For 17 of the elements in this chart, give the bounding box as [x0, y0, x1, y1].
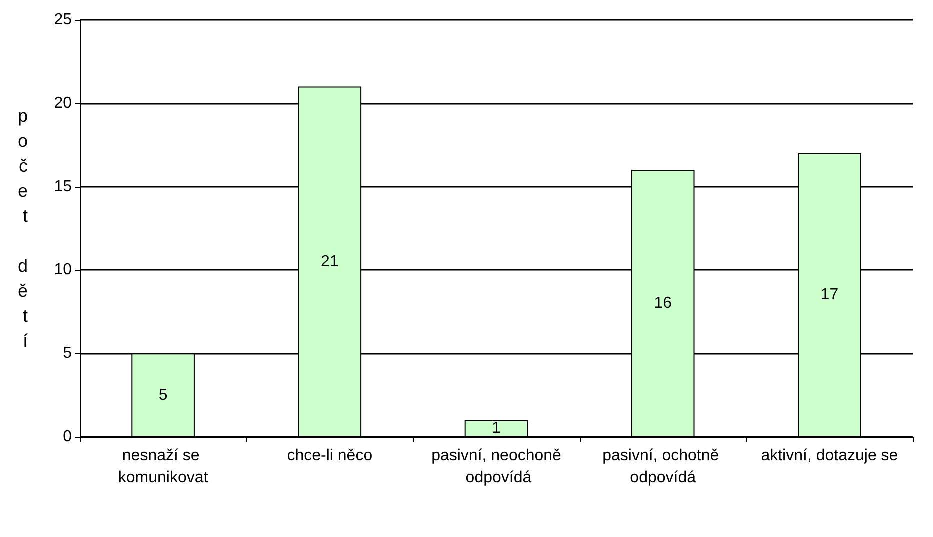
y-tick-label: 10 [54, 262, 72, 279]
y-tick-label: 25 [54, 12, 72, 28]
x-tick-label: pasivní, neochoně odpovídá [432, 448, 562, 486]
x-tick-label: pasivní, ochotně odpovídá [602, 448, 724, 486]
x-tick-label: chce-li něco [287, 448, 373, 464]
y-tick-label: 0 [63, 428, 72, 446]
y-tick-label: 15 [54, 178, 72, 196]
y-tick-label: 5 [63, 345, 72, 362]
data-label: 17 [820, 286, 839, 304]
x-tick-label: nesnaží se komunikovat [118, 448, 209, 486]
data-label: 1 [492, 420, 502, 438]
y-tick-label: 20 [54, 94, 72, 112]
text: počet dětí [18, 106, 28, 351]
data-label: 21 [321, 253, 339, 270]
data-label: 16 [654, 295, 672, 312]
data-label: 5 [158, 386, 168, 404]
x-tick-label: aktivní, dotazuje se [761, 448, 898, 464]
